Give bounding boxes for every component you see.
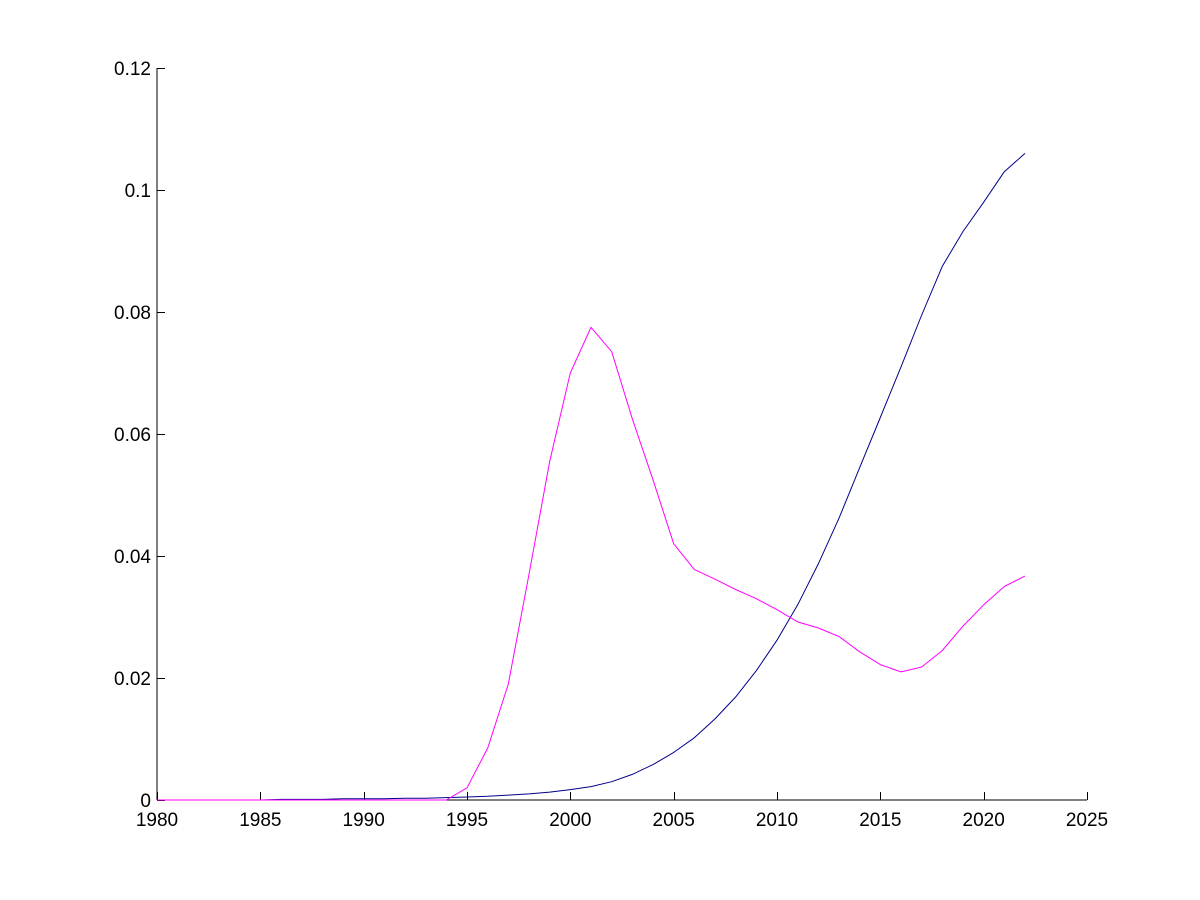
x-tick-label: 2025: [1066, 810, 1108, 831]
x-tick-label: 2000: [549, 810, 591, 831]
x-tick-label: 2020: [963, 810, 1005, 831]
y-tick-label: 0: [140, 791, 151, 812]
y-tick-label: 0.04: [114, 547, 151, 568]
x-tick-label: 1980: [136, 810, 178, 831]
x-tick-label: 2010: [756, 810, 798, 831]
axes: [156, 68, 1088, 801]
x-tick-label: 1995: [446, 810, 488, 831]
tick-labels: 1980 1985 1990 1995 2000 2005 2010 2015 2020 2025…: [114, 59, 1108, 831]
y-tick-label: 0.02: [114, 669, 151, 690]
y-tick-label: 0.1: [125, 181, 151, 202]
x-tick-label: 1985: [239, 810, 281, 831]
series-layer: [157, 153, 1026, 801]
x-tick-label: 2005: [653, 810, 695, 831]
series-line-2: [157, 326, 1026, 801]
x-tick-label: 1990: [343, 810, 385, 831]
y-tick-label: 0.08: [114, 303, 151, 324]
y-tick-label: 0.06: [114, 425, 151, 446]
y-tick-label: 0.12: [114, 59, 151, 80]
series-line-1: [157, 153, 1026, 801]
x-tick-label: 2015: [859, 810, 901, 831]
